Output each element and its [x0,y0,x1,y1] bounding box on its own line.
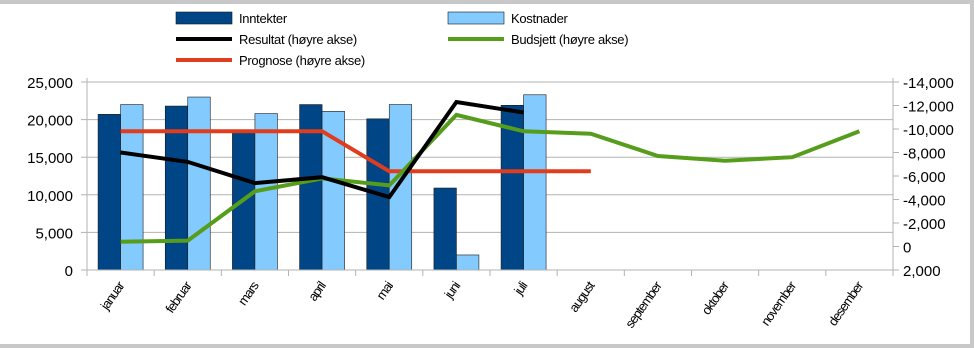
legend-label: Inntekter [239,11,288,26]
series-line [120,112,861,244]
bar-inntekter [433,187,457,271]
x-tick-label: april [305,278,329,304]
bar-inntekter [97,114,121,271]
legend-swatch [447,11,505,25]
y-right-tick-label: -8,000 [903,146,946,163]
legend-label: Kostnader [511,11,569,26]
y-right-tick-label: 0 [903,240,911,257]
x-tick-label: mai [373,278,396,302]
legend-label: Prognose (høyre akse) [239,53,365,68]
legend: Inntekter Kostnader Resultat (høyre akse) B… [175,11,629,68]
legend-label: Budsjett (høyre akse) [511,32,628,47]
x-tick-label: januar [97,278,128,313]
x-tick-label: juni [441,278,464,302]
x-tick-label: november [758,278,800,329]
y-left-tick-label: 15,000 [27,150,73,167]
x-tick-label: februar [162,278,195,316]
y-right-tick-label: 2,000 [903,263,941,280]
y-right-tick-label: -4,000 [903,193,946,210]
series-line [120,129,591,174]
legend-swatch [175,11,233,25]
y-right-tick-label: -2,000 [903,216,946,233]
y-right-tick-label: -12,000 [903,99,954,116]
bars [97,94,547,271]
y-left-tick-label: 25,000 [27,75,73,92]
legend-label: Resultat (høyre akse) [239,32,357,47]
x-tick-label: desember [825,278,867,329]
y-left-tick-label: 20,000 [27,113,73,130]
bar-kostnader [456,254,480,271]
lines [120,99,861,244]
y-left-tick-label: 5,000 [35,225,73,242]
y-left-tick-label: 10,000 [27,188,73,205]
x-tick-label: juli [510,278,530,298]
y-right-tick-label: -14,000 [903,75,954,92]
x-tick-label: august [566,278,598,315]
x-tick-label: september [622,278,665,331]
y-left-tick-label: 0 [65,263,73,280]
x-tick-label: mars [235,278,262,308]
y-right-tick-label: -6,000 [903,169,946,186]
bar-kostnader [523,94,547,271]
y-right-tick-label: -10,000 [903,122,954,139]
bar-kostnader [187,96,211,271]
x-tick-label: oktober [698,278,732,318]
series-line [120,99,524,200]
bar-kostnader [388,104,413,271]
